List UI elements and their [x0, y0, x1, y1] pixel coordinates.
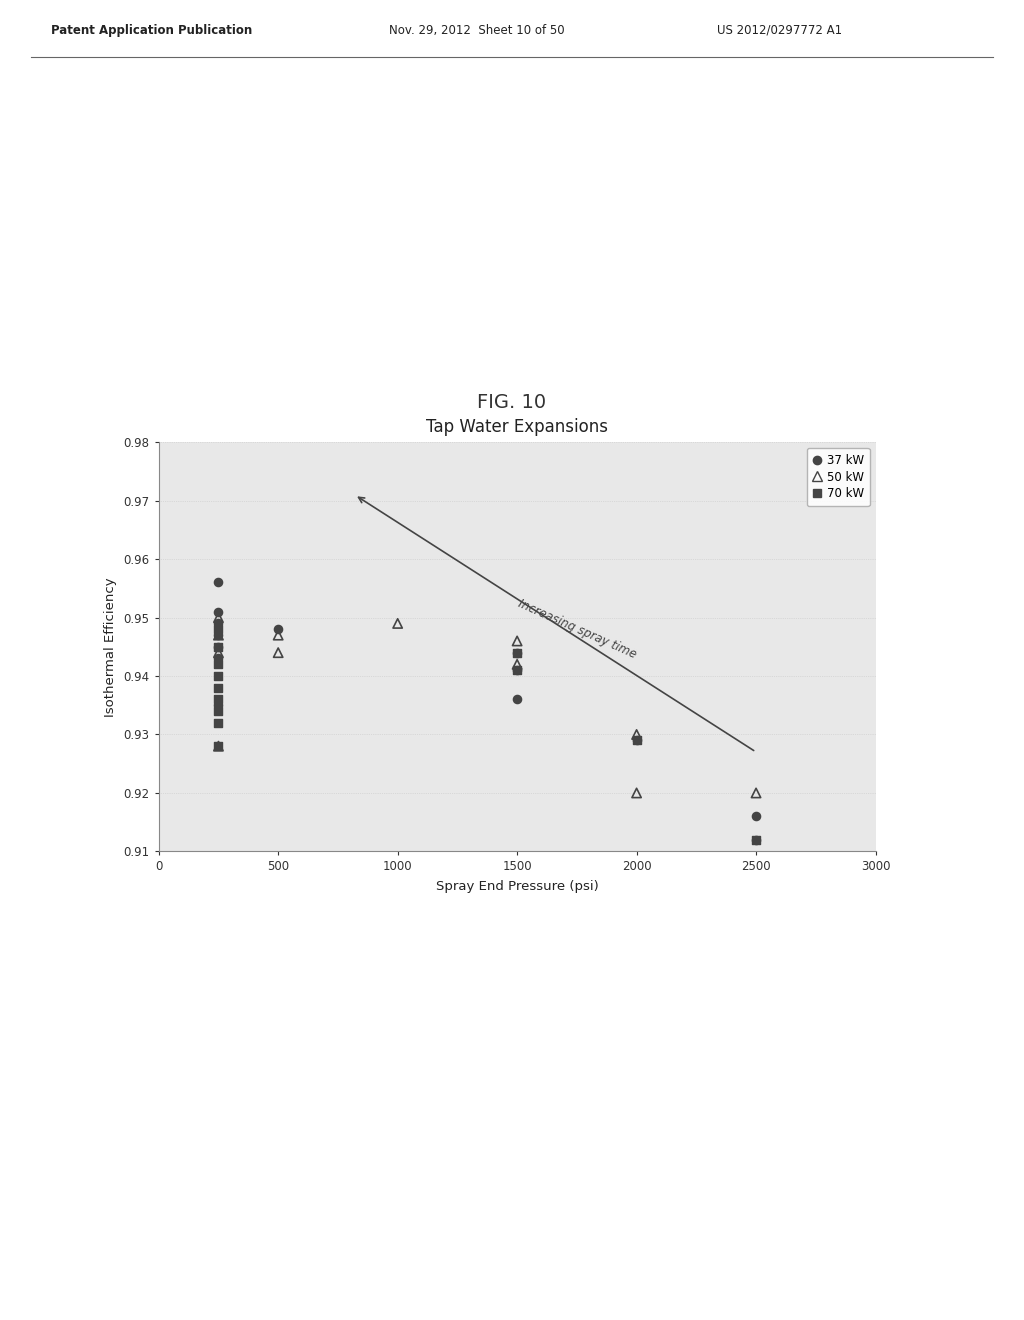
70 kW [748, 829, 764, 850]
50 kW [210, 735, 226, 756]
50 kW [210, 607, 226, 628]
37 kW [509, 642, 525, 663]
37 kW [629, 730, 645, 751]
50 kW [389, 612, 406, 634]
50 kW [629, 783, 645, 804]
70 kW [210, 636, 226, 657]
37 kW [210, 694, 226, 715]
Title: Tap Water Expansions: Tap Water Expansions [426, 418, 608, 437]
X-axis label: Spray End Pressure (psi): Spray End Pressure (psi) [436, 880, 598, 894]
37 kW [210, 572, 226, 593]
70 kW [210, 653, 226, 675]
50 kW [210, 624, 226, 645]
70 kW [210, 665, 226, 686]
Text: US 2012/0297772 A1: US 2012/0297772 A1 [717, 24, 842, 37]
37 kW [210, 636, 226, 657]
37 kW [210, 601, 226, 622]
70 kW [210, 677, 226, 698]
50 kW [270, 624, 287, 645]
50 kW [270, 642, 287, 663]
Legend: 37 kW, 50 kW, 70 kW: 37 kW, 50 kW, 70 kW [807, 447, 869, 506]
50 kW [509, 653, 525, 675]
70 kW [210, 689, 226, 710]
50 kW [629, 723, 645, 744]
Text: Nov. 29, 2012  Sheet 10 of 50: Nov. 29, 2012 Sheet 10 of 50 [389, 24, 565, 37]
70 kW [509, 660, 525, 681]
50 kW [509, 631, 525, 652]
50 kW [748, 783, 764, 804]
70 kW [210, 713, 226, 734]
70 kW [210, 701, 226, 722]
70 kW [509, 642, 525, 663]
37 kW [210, 624, 226, 645]
37 kW [210, 612, 226, 634]
Text: Increasing spray time: Increasing spray time [516, 597, 638, 661]
50 kW [210, 642, 226, 663]
70 kW [210, 619, 226, 640]
37 kW [509, 660, 525, 681]
70 kW [629, 730, 645, 751]
37 kW [509, 689, 525, 710]
37 kW [210, 648, 226, 669]
37 kW [748, 829, 764, 850]
70 kW [210, 735, 226, 756]
Text: FIG. 10: FIG. 10 [477, 393, 547, 412]
37 kW [270, 619, 287, 640]
37 kW [748, 805, 764, 826]
Y-axis label: Isothermal Efficiency: Isothermal Efficiency [103, 577, 117, 717]
Text: Patent Application Publication: Patent Application Publication [51, 24, 253, 37]
